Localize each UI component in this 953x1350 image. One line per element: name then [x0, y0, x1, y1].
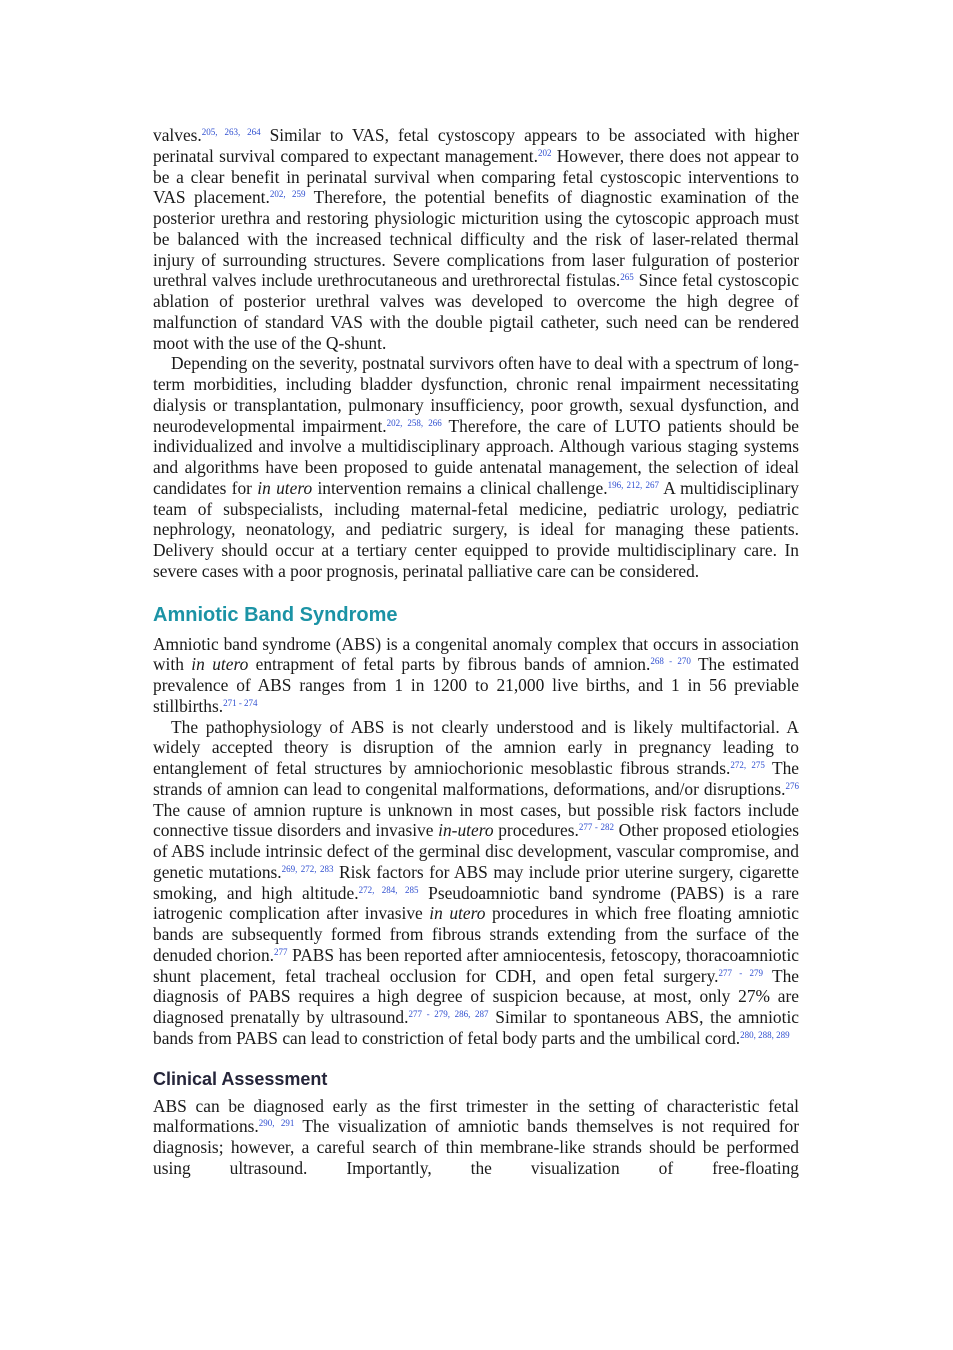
text-run: ABS can be diagnosed early as the first … [153, 1095, 799, 1137]
text-run: Amniotic band syndrome (ABS) is a congen… [153, 633, 799, 675]
text-run: Similar to VAS, fetal cystoscopy appears… [153, 125, 800, 166]
text-run: Other proposed etiologies of ABS include… [153, 820, 799, 882]
citation: 196, 212, 267 [607, 479, 659, 490]
citation: 269, 272, 283 [281, 863, 334, 874]
citation: 276 [785, 780, 800, 791]
citation: 280, 288, 289 [740, 1029, 790, 1040]
paragraph: Depending on the severity, postnatal sur… [153, 353, 799, 581]
text-run: Therefore, the care of LUTO patients sho… [153, 415, 799, 498]
section-heading: Amniotic Band Syndrome [153, 603, 398, 626]
text-run: procedures. [493, 820, 579, 841]
text-run: Risk factors for ABS may include prior u… [153, 861, 799, 903]
text-run: However, there does not appear to be a c… [153, 145, 799, 208]
text-run: Similar to spontaneous ABS, the amniotic… [153, 1007, 800, 1048]
citation: 205, 263, 264 [201, 127, 261, 137]
text-run: Therefore, the potential benefits of dia… [153, 187, 800, 291]
text-run: intervention remains a clinical challeng… [312, 477, 608, 498]
citation: 202, 258, 266 [386, 417, 442, 428]
italic-text: in utero [429, 903, 486, 924]
paragraph: The pathophysiology of ABS is not clearl… [153, 717, 799, 1049]
paragraph: valves.205, 263, 264 Similar to VAS, fet… [153, 125, 799, 353]
citation: 272, 284, 285 [358, 884, 419, 895]
text-run: The cause of amnion rupture is unknown i… [153, 799, 799, 841]
text-run: A multidisciplinary team of subspecialis… [153, 477, 799, 581]
citation: 268 - 270 [650, 656, 691, 667]
text-run: valves. [153, 125, 202, 145]
text-run: The visualization of amniotic bands them… [153, 1116, 799, 1178]
text-run: Pseudoamniotic band syndrome (PABS) is a… [153, 882, 800, 924]
citation: 277 - 279 [718, 967, 763, 978]
italic-text: in-utero [438, 820, 494, 841]
text-run: The diagnosis of PABS requires a high de… [153, 965, 799, 1028]
text-run: procedures in which free floating amniot… [153, 903, 799, 965]
text-run: The strands of amnion can lead to congen… [153, 758, 800, 799]
text-run: Since fetal cystoscopic ablation of post… [153, 270, 799, 353]
citation: 271 - 274 [223, 697, 258, 708]
paragraph: ABS can be diagnosed early as the first … [153, 1096, 799, 1179]
text-run: The pathophysiology of ABS is not clearl… [153, 716, 799, 779]
citation: 277 - 282 [578, 822, 614, 833]
section-heading: Clinical Assessment [153, 1068, 328, 1089]
text-run: The estimated prevalence of ABS ranges f… [153, 654, 799, 716]
citation: 277 [274, 946, 288, 957]
italic-text: in utero [257, 477, 313, 498]
text-run: Depending on the severity, postnatal sur… [153, 353, 799, 436]
paragraph: Amniotic band syndrome (ABS) is a congen… [153, 634, 799, 717]
citation: 202, 259 [269, 189, 306, 200]
citation: 265 [620, 272, 634, 283]
text-column: valves.205, 263, 264 Similar to VAS, fet… [153, 125, 799, 1179]
text-run: entrapment of fetal parts by fibrous ban… [248, 654, 651, 675]
citation: 290, 291 [258, 1118, 295, 1129]
citation: 277 - 279, 286, 287 [408, 1009, 489, 1019]
text-run: PABS has been reported after amniocentes… [153, 944, 799, 986]
italic-text: in utero [191, 654, 249, 675]
citation: 202 [537, 147, 552, 158]
citation: 272, 275 [730, 760, 765, 770]
